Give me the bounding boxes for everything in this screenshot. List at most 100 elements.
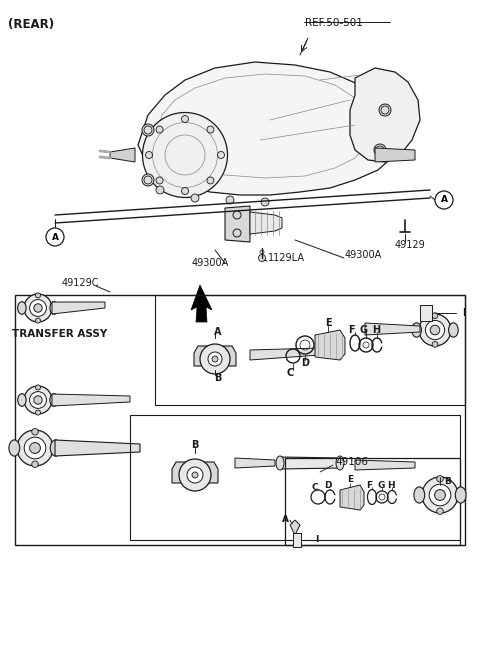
Circle shape xyxy=(32,428,38,435)
Polygon shape xyxy=(365,323,420,335)
Polygon shape xyxy=(110,148,135,162)
Polygon shape xyxy=(225,206,250,242)
Ellipse shape xyxy=(50,302,58,314)
Polygon shape xyxy=(194,346,236,366)
Text: (REAR): (REAR) xyxy=(8,18,54,31)
Text: I: I xyxy=(315,536,318,544)
Text: D: D xyxy=(324,481,332,491)
Polygon shape xyxy=(55,440,140,456)
Circle shape xyxy=(17,430,53,466)
Circle shape xyxy=(24,437,46,458)
Text: C: C xyxy=(287,368,294,378)
Bar xyxy=(293,533,301,547)
Circle shape xyxy=(192,472,198,478)
Polygon shape xyxy=(172,462,218,483)
Ellipse shape xyxy=(379,104,391,116)
Circle shape xyxy=(156,126,163,133)
Text: F: F xyxy=(366,481,372,489)
Ellipse shape xyxy=(142,124,154,136)
Polygon shape xyxy=(280,457,340,469)
Ellipse shape xyxy=(412,323,421,337)
Text: E: E xyxy=(347,476,353,485)
Circle shape xyxy=(432,312,438,318)
Circle shape xyxy=(226,196,234,204)
Circle shape xyxy=(30,443,40,453)
Circle shape xyxy=(34,396,42,404)
Circle shape xyxy=(212,356,218,362)
Circle shape xyxy=(156,177,163,184)
Circle shape xyxy=(181,115,189,122)
Circle shape xyxy=(36,410,40,415)
Ellipse shape xyxy=(374,144,386,156)
Polygon shape xyxy=(138,62,400,195)
Text: A: A xyxy=(51,233,59,242)
Text: I: I xyxy=(462,308,466,318)
Polygon shape xyxy=(340,485,364,510)
Circle shape xyxy=(34,304,42,312)
Polygon shape xyxy=(375,148,415,162)
Circle shape xyxy=(36,385,40,390)
Polygon shape xyxy=(250,212,282,234)
Ellipse shape xyxy=(143,113,228,198)
Ellipse shape xyxy=(50,440,61,456)
Text: 49129: 49129 xyxy=(395,240,426,250)
Text: G: G xyxy=(360,325,368,335)
Text: 1129LA: 1129LA xyxy=(268,253,305,263)
Text: H: H xyxy=(372,325,380,335)
Circle shape xyxy=(207,126,214,133)
Ellipse shape xyxy=(276,456,284,470)
Polygon shape xyxy=(52,394,130,406)
Circle shape xyxy=(181,187,189,195)
Circle shape xyxy=(259,255,265,261)
Ellipse shape xyxy=(142,174,154,186)
Polygon shape xyxy=(235,458,275,468)
Circle shape xyxy=(429,484,451,506)
Ellipse shape xyxy=(9,440,20,456)
Circle shape xyxy=(437,476,443,482)
Ellipse shape xyxy=(18,394,26,406)
Ellipse shape xyxy=(414,487,425,503)
Text: F: F xyxy=(348,325,354,335)
Circle shape xyxy=(200,344,230,374)
Text: G: G xyxy=(377,481,384,489)
Polygon shape xyxy=(290,520,300,535)
Text: B: B xyxy=(192,440,199,450)
Text: C: C xyxy=(312,483,318,491)
Circle shape xyxy=(36,318,40,323)
Text: H: H xyxy=(387,481,395,489)
Text: E: E xyxy=(324,318,331,328)
Polygon shape xyxy=(315,330,345,360)
Text: A: A xyxy=(441,195,447,204)
Circle shape xyxy=(24,294,52,322)
Circle shape xyxy=(46,228,64,246)
Polygon shape xyxy=(52,302,105,314)
Text: REF.50-501: REF.50-501 xyxy=(305,18,363,28)
Circle shape xyxy=(187,467,203,483)
Text: B: B xyxy=(214,373,222,383)
Circle shape xyxy=(432,341,438,347)
Bar xyxy=(420,305,432,321)
Text: 49300A: 49300A xyxy=(345,250,382,260)
Ellipse shape xyxy=(18,302,26,314)
Ellipse shape xyxy=(449,323,458,337)
Circle shape xyxy=(207,177,214,184)
Circle shape xyxy=(434,489,445,500)
Text: TRANSFER ASSY: TRANSFER ASSY xyxy=(12,329,107,339)
Polygon shape xyxy=(355,460,415,470)
Ellipse shape xyxy=(336,456,344,470)
Circle shape xyxy=(217,151,225,159)
Text: 49300A: 49300A xyxy=(192,258,229,268)
Ellipse shape xyxy=(50,394,58,406)
Circle shape xyxy=(145,151,153,159)
Text: B: B xyxy=(444,477,451,487)
Polygon shape xyxy=(350,68,420,162)
Text: A: A xyxy=(214,327,222,337)
Circle shape xyxy=(32,461,38,468)
Circle shape xyxy=(36,293,40,298)
Circle shape xyxy=(437,508,443,514)
Circle shape xyxy=(30,392,47,409)
Ellipse shape xyxy=(456,487,466,503)
Circle shape xyxy=(30,299,47,316)
Circle shape xyxy=(208,352,222,366)
Circle shape xyxy=(24,386,52,414)
